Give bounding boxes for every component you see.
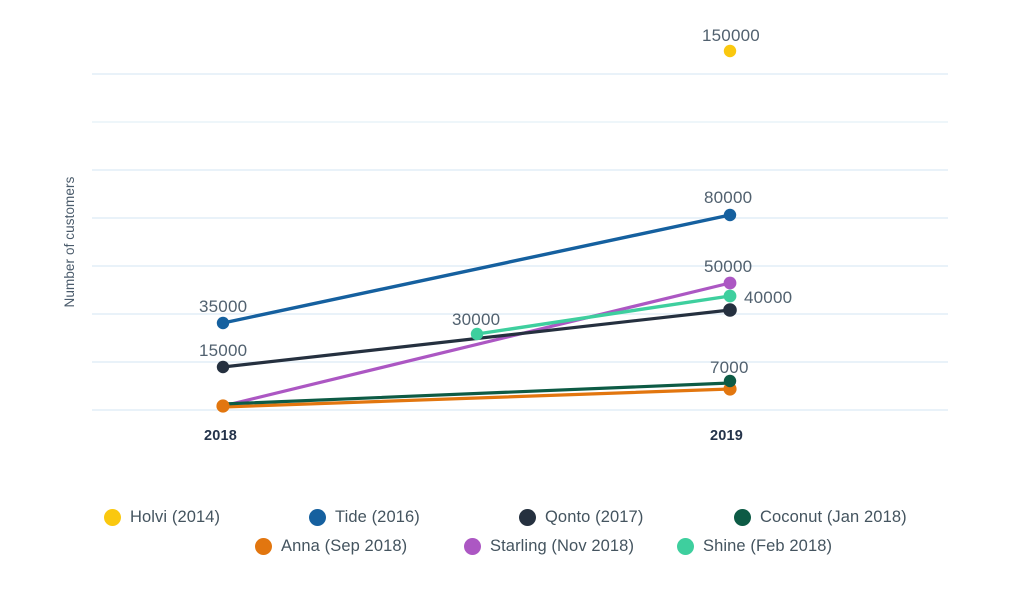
- marker-qonto-2018[interactable]: [216, 360, 230, 374]
- x-tick-2019: 2019: [710, 428, 744, 444]
- legend-swatch-tide: [309, 509, 326, 526]
- legend-swatch-holvi: [104, 509, 121, 526]
- legend-label-shine: Shine (Feb 2018): [703, 537, 833, 555]
- plot-svg: [92, 44, 948, 413]
- series-line-tide: [221, 213, 732, 325]
- series-line-shine: [475, 294, 732, 336]
- legend-item-holvi[interactable]: Holvi (2014): [104, 508, 220, 527]
- series-line-anna: [221, 387, 732, 409]
- marker-holvi-2019[interactable]: [723, 44, 737, 58]
- value-label-qonto-15000: 15000: [199, 341, 248, 360]
- series-line-coconut: [221, 381, 732, 406]
- value-label-shine-30000: 30000: [452, 310, 501, 329]
- legend-item-coconut[interactable]: Coconut (Jan 2018): [734, 508, 907, 527]
- gridlines: [92, 73, 948, 411]
- value-label-qonto-40000: 40000: [744, 288, 793, 307]
- marker-shine-start[interactable]: [470, 327, 484, 341]
- marker-tide-2019[interactable]: [723, 208, 737, 222]
- plot-area: Number of customers 150000 80000 35000 5…: [62, 26, 948, 444]
- value-label-tide-35000: 35000: [199, 297, 248, 316]
- legend-item-shine[interactable]: Shine (Feb 2018): [677, 537, 832, 556]
- legend-swatch-starling: [464, 538, 481, 555]
- series-markers: [216, 44, 737, 413]
- marker-starling-2019[interactable]: [723, 276, 737, 290]
- legend-label-coconut: Coconut (Jan 2018): [760, 508, 907, 526]
- legend-item-tide[interactable]: Tide (2016): [309, 508, 420, 527]
- marker-anna-2018[interactable]: [216, 399, 230, 413]
- legend-swatch-shine: [677, 538, 694, 555]
- marker-shine-2019[interactable]: [723, 289, 737, 303]
- legend-label-anna: Anna (Sep 2018): [281, 537, 408, 555]
- legend-label-tide: Tide (2016): [335, 508, 420, 526]
- value-label-coconut-7000: 7000: [710, 358, 749, 377]
- marker-qonto-2019[interactable]: [723, 303, 737, 317]
- legend-label-qonto: Qonto (2017): [545, 508, 644, 526]
- marker-coconut-2019[interactable]: [723, 374, 737, 388]
- legend-swatch-qonto: [519, 509, 536, 526]
- series-lines: [221, 213, 732, 409]
- series-line-starling: [221, 281, 732, 408]
- marker-tide-2018[interactable]: [216, 316, 230, 330]
- legend-item-starling[interactable]: Starling (Nov 2018): [464, 537, 634, 556]
- legend-swatch-anna: [255, 538, 272, 555]
- legend-label-starling: Starling (Nov 2018): [490, 537, 635, 555]
- x-tick-2018: 2018: [204, 428, 238, 444]
- legend-item-qonto[interactable]: Qonto (2017): [519, 508, 643, 527]
- legend-swatch-coconut: [734, 509, 751, 526]
- legend-label-holvi: Holvi (2014): [130, 508, 221, 526]
- value-label-holvi-150000: 150000: [702, 26, 760, 45]
- value-label-tide-80000: 80000: [704, 188, 753, 207]
- value-label-starling-50000: 50000: [704, 257, 753, 276]
- legend-item-anna[interactable]: Anna (Sep 2018): [255, 537, 407, 556]
- chart-legend: Holvi (2014) Tide (2016) Qonto (2017) Co…: [0, 494, 1024, 574]
